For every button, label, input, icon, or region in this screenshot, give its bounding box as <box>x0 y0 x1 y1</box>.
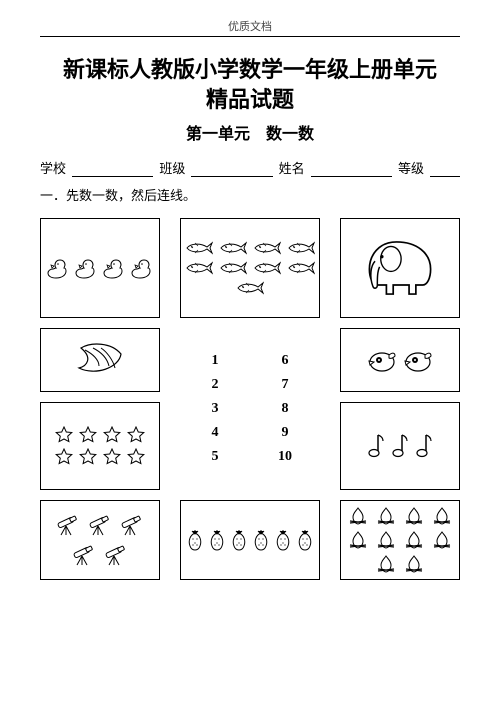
star-icon <box>79 448 97 466</box>
number-right: 9 <box>250 425 320 441</box>
number-left: 2 <box>180 377 250 393</box>
fire-icon <box>403 530 425 550</box>
fires-cell <box>340 500 460 580</box>
fish-icon <box>219 240 247 256</box>
fish-icon <box>253 260 281 276</box>
fire-icon <box>347 530 369 550</box>
subtitle: 第一单元 数一数 <box>40 120 460 144</box>
strawberry-icon <box>297 529 313 551</box>
number-left: 5 <box>180 449 250 465</box>
fish-cell <box>180 218 320 318</box>
fire-icon <box>431 530 453 550</box>
question-1: 一．先数一数，然后连线。 <box>40 185 460 204</box>
star-icon <box>79 426 97 444</box>
duck-icon <box>131 257 153 279</box>
strawberry-icon <box>275 529 291 551</box>
strawberry-icon <box>187 529 203 551</box>
star-icon <box>55 448 73 466</box>
number-left: 1 <box>180 353 250 369</box>
fish-icon <box>185 240 213 256</box>
blank-school[interactable] <box>72 162 153 177</box>
number-left: 3 <box>180 401 250 417</box>
number-right: 10 <box>250 449 320 465</box>
notes-cell <box>340 402 460 490</box>
title-line-2: 精品试题 <box>40 85 460 115</box>
strawberry-icon <box>253 529 269 551</box>
fish-icon <box>287 260 315 276</box>
strawberry-icon <box>209 529 225 551</box>
bird-icon <box>403 347 433 373</box>
fire-icon <box>347 506 369 526</box>
banana-icon <box>75 342 125 378</box>
star-icon <box>127 426 145 444</box>
number-list: 16273849510 <box>180 328 320 490</box>
strawberries-cell <box>180 500 320 580</box>
duck-icon <box>103 257 125 279</box>
telescope-icon <box>119 512 145 538</box>
number-right: 6 <box>250 353 320 369</box>
note-icon <box>391 432 409 460</box>
star-icon <box>103 448 121 466</box>
number-right: 8 <box>250 401 320 417</box>
elephant-cell <box>340 218 460 318</box>
label-name: 姓名 <box>279 158 305 177</box>
bird-icon <box>367 347 397 373</box>
fire-icon <box>375 506 397 526</box>
fire-icon <box>375 554 397 574</box>
fish-icon <box>253 240 281 256</box>
note-icon <box>415 432 433 460</box>
star-icon <box>127 448 145 466</box>
telescopes-cell <box>40 500 160 580</box>
fish-icon <box>219 260 247 276</box>
telescope-icon <box>71 542 97 568</box>
strawberry-icon <box>231 529 247 551</box>
star-icon <box>103 426 121 444</box>
worksheet-grid: 16273849510 <box>40 218 460 580</box>
telescope-icon <box>103 542 129 568</box>
fire-icon <box>375 530 397 550</box>
blank-class[interactable] <box>191 162 272 177</box>
duck-icon <box>75 257 97 279</box>
worksheet-page: 优质文档 新课标人教版小学数学一年级上册单元 精品试题 第一单元 数一数 学校 … <box>0 0 500 706</box>
label-class: 班级 <box>159 158 185 177</box>
info-row: 学校 班级 姓名 等级 <box>40 158 460 177</box>
number-right: 7 <box>250 377 320 393</box>
header-label: 优质文档 <box>40 18 460 34</box>
ducks-cell <box>40 218 160 318</box>
label-grade: 等级 <box>398 158 424 177</box>
bananas-cell <box>40 328 160 392</box>
duck-icon <box>47 257 69 279</box>
blank-name[interactable] <box>311 162 392 177</box>
fire-icon <box>431 506 453 526</box>
label-school: 学校 <box>40 158 66 177</box>
number-left: 4 <box>180 425 250 441</box>
fire-icon <box>403 554 425 574</box>
title-line-1: 新课标人教版小学数学一年级上册单元 <box>40 55 460 85</box>
fish-icon <box>185 260 213 276</box>
star-icon <box>55 426 73 444</box>
fish-icon <box>236 280 264 296</box>
blank-grade[interactable] <box>430 162 460 177</box>
telescope-icon <box>55 512 81 538</box>
birds-cell <box>340 328 460 392</box>
elephant-icon <box>366 234 434 302</box>
header-rule <box>40 36 460 37</box>
stars-cell <box>40 402 160 490</box>
telescope-icon <box>87 512 113 538</box>
fish-icon <box>287 240 315 256</box>
note-icon <box>367 432 385 460</box>
fire-icon <box>403 506 425 526</box>
